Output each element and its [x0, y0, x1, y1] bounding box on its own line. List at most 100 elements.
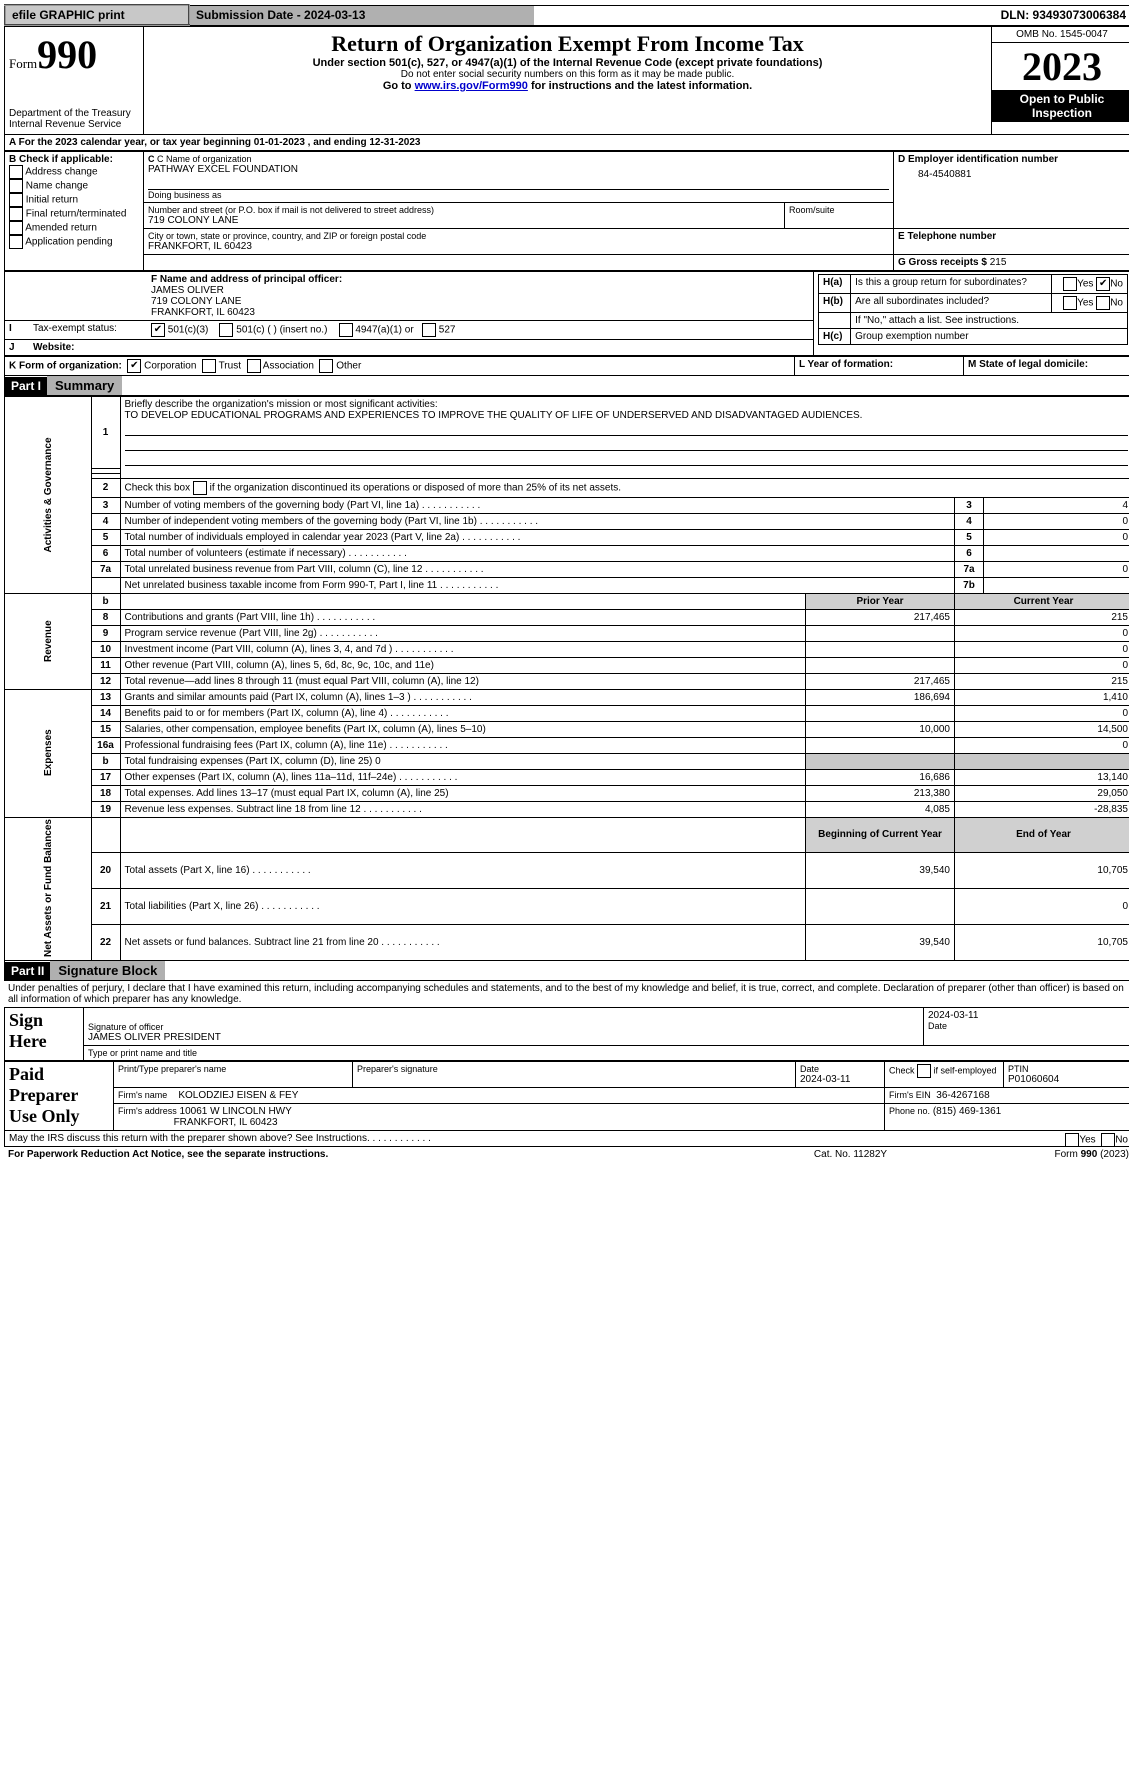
check-501c[interactable] — [219, 323, 233, 337]
line15-prior: 10,000 — [806, 721, 955, 737]
firm-addr1: 10061 W LINCOLN HWY — [180, 1106, 292, 1117]
sign-here-label: Sign Here — [9, 1010, 47, 1051]
prep-date-label: Date — [800, 1064, 880, 1074]
preparer-name-label: Print/Type preparer's name — [118, 1064, 348, 1074]
line13-desc: Grants and similar amounts paid (Part IX… — [120, 689, 806, 705]
ein-label: D Employer identification number — [898, 154, 1128, 165]
check-527[interactable] — [422, 323, 436, 337]
line20-desc: Total assets (Part X, line 16) — [120, 853, 806, 889]
line14-current: 0 — [955, 705, 1129, 721]
perjury-declaration: Under penalties of perjury, I declare th… — [4, 981, 1129, 1007]
irs-link[interactable]: www.irs.gov/Form990 — [415, 80, 528, 92]
ha-answer[interactable]: Yes ✔No — [1051, 275, 1127, 294]
line5-desc: Total number of individuals employed in … — [120, 529, 955, 545]
hb-label: Are all subordinates included? — [851, 294, 1051, 313]
line5-val: 0 — [984, 529, 1129, 545]
part1-header: Part I — [5, 377, 47, 395]
line11-desc: Other revenue (Part VIII, column (A), li… — [120, 657, 806, 673]
line7b-desc: Net unrelated business taxable income fr… — [120, 577, 955, 593]
line13-prior: 186,694 — [806, 689, 955, 705]
checkbox-final-return[interactable]: Final return/terminated — [9, 207, 139, 221]
paid-preparer-label: Paid Preparer Use Only — [9, 1064, 80, 1126]
city-value: FRANKFORT, IL 60423 — [148, 241, 889, 252]
line9-current: 0 — [955, 625, 1129, 641]
check-corporation[interactable]: ✔ — [127, 359, 141, 373]
checkbox-address-change[interactable]: Address change — [9, 165, 139, 179]
line14-prior — [806, 705, 955, 721]
line19-desc: Revenue less expenses. Subtract line 18 … — [120, 801, 806, 817]
treasury-dept: Department of the Treasury — [9, 108, 139, 119]
ein-value: 84-4540881 — [898, 165, 1128, 180]
line7b-val — [984, 577, 1129, 593]
checkbox-initial-return[interactable]: Initial return — [9, 193, 139, 207]
line8-current: 215 — [955, 609, 1129, 625]
discuss-row: May the IRS discuss this return with the… — [4, 1131, 1129, 1147]
form-subtitle-3: Go to www.irs.gov/Form990 for instructio… — [148, 80, 987, 92]
check-501c3[interactable]: ✔ — [151, 323, 165, 337]
line21-desc: Total liabilities (Part X, line 26) — [120, 889, 806, 925]
line-a-tax-year: A For the 2023 calendar year, or tax yea… — [4, 135, 1129, 151]
dln: DLN: 93493073006384 — [534, 5, 1129, 25]
line22-current: 10,705 — [955, 924, 1129, 960]
top-bar: efile GRAPHIC print Submission Date - 20… — [4, 4, 1129, 26]
line20-current: 10,705 — [955, 853, 1129, 889]
line12-current: 215 — [955, 673, 1129, 689]
city-label: City or town, state or province, country… — [148, 231, 889, 241]
form-subtitle-2: Do not enter social security numbers on … — [148, 69, 987, 80]
check-4947[interactable] — [339, 323, 353, 337]
col-end-year: End of Year — [955, 817, 1129, 853]
efile-button[interactable]: efile GRAPHIC print — [5, 5, 189, 25]
line11-current: 0 — [955, 657, 1129, 673]
street-value: 719 COLONY LANE — [148, 215, 780, 226]
gross-receipts-label: G Gross receipts $ — [898, 257, 990, 268]
submission-date: Submission Date - 2024-03-13 — [189, 5, 482, 25]
line7a-desc: Total unrelated business revenue from Pa… — [120, 561, 955, 577]
footer: For Paperwork Reduction Act Notice, see … — [4, 1147, 1129, 1162]
checkbox-name-change[interactable]: Name change — [9, 179, 139, 193]
prep-date: 2024-03-11 — [800, 1074, 880, 1085]
col-current-year: Current Year — [955, 593, 1129, 609]
sign-here-block: Sign Here Signature of officer JAMES OLI… — [4, 1007, 1129, 1061]
check-other[interactable] — [319, 359, 333, 373]
hb-answer[interactable]: Yes No — [1051, 294, 1127, 313]
col-prior-year: Prior Year — [806, 593, 955, 609]
ptin-label: PTIN — [1008, 1064, 1128, 1074]
check-association[interactable] — [247, 359, 261, 373]
line3-desc: Number of voting members of the governin… — [120, 497, 955, 513]
line18-current: 29,050 — [955, 785, 1129, 801]
form-subtitle-1: Under section 501(c), 527, or 4947(a)(1)… — [148, 57, 987, 69]
form-org-label: K Form of organization: — [9, 361, 122, 372]
discuss-answer[interactable]: Yes No — [1065, 1133, 1128, 1147]
sign-date: 2024-03-11 — [928, 1010, 1128, 1021]
q1-label: Briefly describe the organization's miss… — [125, 399, 438, 410]
firm-phone-label: Phone no. — [889, 1106, 930, 1116]
line16b-desc: Total fundraising expenses (Part IX, col… — [120, 753, 806, 769]
sidebar-governance: Activities & Governance — [5, 397, 92, 594]
check-discontinued[interactable] — [193, 481, 207, 495]
line18-prior: 213,380 — [806, 785, 955, 801]
state-domicile-label: M State of legal domicile: — [968, 359, 1088, 370]
omb-number: OMB No. 1545-0047 — [992, 27, 1129, 43]
firm-ein-label: Firm's EIN — [889, 1090, 931, 1100]
line10-prior — [806, 641, 955, 657]
phone-label: E Telephone number — [898, 231, 1128, 242]
firm-phone: (815) 469-1361 — [933, 1106, 1001, 1117]
sidebar-expenses: Expenses — [5, 689, 92, 817]
firm-addr2: FRANKFORT, IL 60423 — [174, 1117, 278, 1128]
tax-exempt-label: Tax-exempt status: — [29, 321, 147, 340]
dba-label: Doing business as — [148, 190, 889, 200]
identification-block: B Check if applicable: Address change Na… — [4, 151, 1129, 271]
self-employed-check[interactable]: Check if self-employed — [889, 1064, 999, 1078]
part1-title: Summary — [47, 376, 122, 395]
officer-city: FRANKFORT, IL 60423 — [151, 307, 809, 318]
line17-desc: Other expenses (Part IX, column (A), lin… — [120, 769, 806, 785]
line22-prior: 39,540 — [806, 924, 955, 960]
sign-date-label: Date — [928, 1021, 1128, 1031]
irs-label: Internal Revenue Service — [9, 119, 139, 130]
type-name-label: Type or print name and title — [88, 1048, 1128, 1058]
cat-no: Cat. No. 11282Y — [757, 1147, 943, 1162]
checkbox-amended-return[interactable]: Amended return — [9, 221, 139, 235]
check-trust[interactable] — [202, 359, 216, 373]
line19-current: -28,835 — [955, 801, 1129, 817]
checkbox-application-pending[interactable]: Application pending — [9, 235, 139, 249]
